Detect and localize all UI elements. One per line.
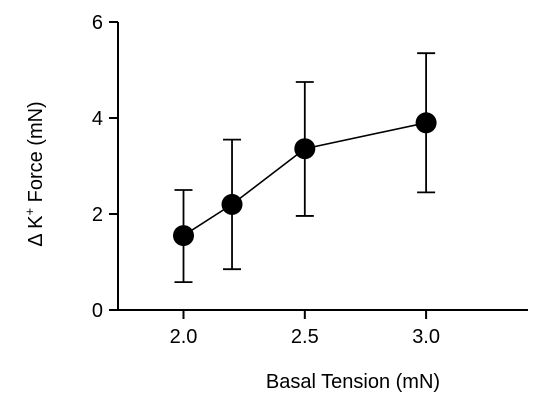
- y-tick-label: 4: [92, 108, 103, 130]
- y-axis-title-suffix: Force (mN): [25, 101, 47, 208]
- x-ticks: 2.0 2.5 3.0: [170, 310, 440, 348]
- y-axis-title: Δ K+ Force (mN): [22, 101, 47, 246]
- y-axis-title-prefix: Δ K: [25, 215, 47, 247]
- y-tick-label: 2: [92, 204, 103, 226]
- x-tick-label: 2.5: [291, 326, 319, 348]
- plot-area: [173, 52, 437, 284]
- data-point: [294, 138, 316, 160]
- data-point: [221, 193, 243, 215]
- y-tick-label: 0: [92, 300, 103, 322]
- x-tick-label: 2.0: [170, 326, 198, 348]
- x-axis-title: Basal Tension (mN): [266, 371, 440, 393]
- series-line: [183, 122, 427, 237]
- y-tick-label: 6: [92, 12, 103, 34]
- x-tick-label: 3.0: [412, 326, 440, 348]
- data-point: [415, 112, 437, 134]
- axes: 0 2 4 6 2.0 2.5 3.0: [92, 12, 528, 348]
- data-point: [173, 225, 195, 247]
- y-ticks: 0 2 4 6: [92, 12, 118, 322]
- y-axis-title-superscript: +: [22, 208, 37, 216]
